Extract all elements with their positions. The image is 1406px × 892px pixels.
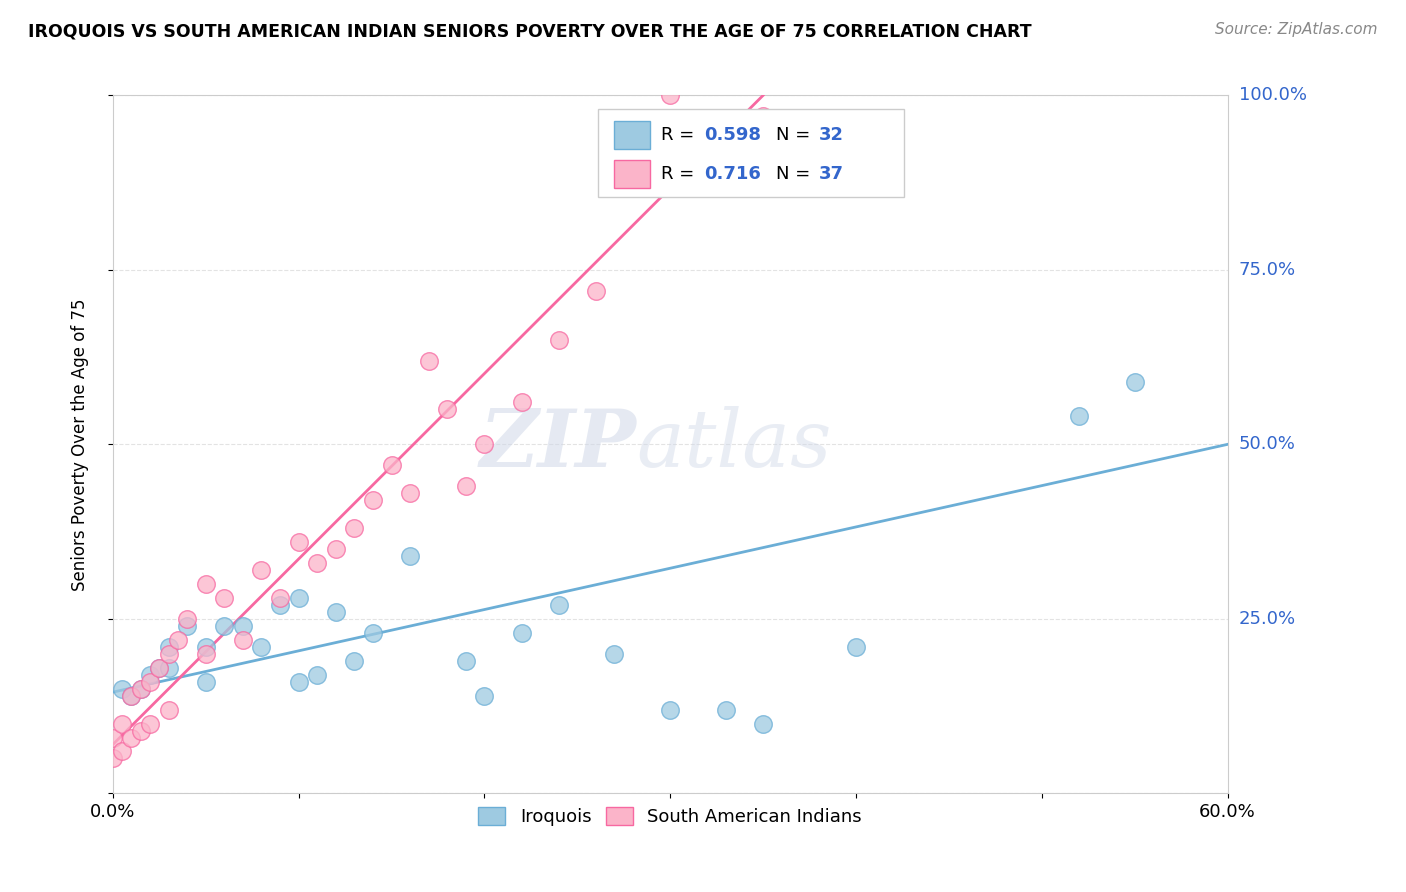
Point <box>148 661 170 675</box>
Point <box>752 716 775 731</box>
Point <box>418 353 440 368</box>
Text: 50.0%: 50.0% <box>1239 435 1295 453</box>
Text: R =: R = <box>661 165 700 183</box>
Point <box>287 591 309 605</box>
Text: N =: N = <box>776 127 815 145</box>
Point <box>361 625 384 640</box>
Point <box>176 619 198 633</box>
Point <box>325 542 347 557</box>
Point <box>111 744 134 758</box>
Point <box>343 654 366 668</box>
Point <box>214 619 236 633</box>
Text: ZIP: ZIP <box>479 406 637 483</box>
Text: 75.0%: 75.0% <box>1239 260 1296 279</box>
Point <box>547 333 569 347</box>
Point <box>585 284 607 298</box>
Point <box>120 689 142 703</box>
FancyBboxPatch shape <box>614 160 650 188</box>
Point <box>167 632 190 647</box>
Point <box>325 605 347 619</box>
Point <box>232 619 254 633</box>
Text: R =: R = <box>661 127 700 145</box>
Point <box>307 667 329 681</box>
Point <box>454 654 477 668</box>
Text: 0.716: 0.716 <box>703 165 761 183</box>
Point <box>157 640 180 654</box>
Point <box>139 667 162 681</box>
Point <box>157 647 180 661</box>
Point <box>101 731 124 745</box>
FancyBboxPatch shape <box>614 121 650 149</box>
Text: 100.0%: 100.0% <box>1239 87 1306 104</box>
Point <box>129 681 152 696</box>
Point <box>176 612 198 626</box>
Point <box>194 674 217 689</box>
Text: Source: ZipAtlas.com: Source: ZipAtlas.com <box>1215 22 1378 37</box>
Point <box>120 731 142 745</box>
Point <box>361 493 384 508</box>
Point <box>101 751 124 765</box>
Point <box>307 556 329 570</box>
Text: atlas: atlas <box>637 406 832 483</box>
Text: N =: N = <box>776 165 815 183</box>
Point <box>1067 409 1090 424</box>
Point <box>214 591 236 605</box>
Point <box>194 577 217 591</box>
Point <box>269 598 291 612</box>
Point <box>474 689 496 703</box>
Point <box>399 486 422 500</box>
Point <box>659 703 682 717</box>
Point <box>714 703 737 717</box>
Point <box>111 681 134 696</box>
Text: 0.598: 0.598 <box>703 127 761 145</box>
Point <box>547 598 569 612</box>
Text: 37: 37 <box>818 165 844 183</box>
Point <box>250 640 273 654</box>
Point <box>1123 375 1146 389</box>
Point <box>436 402 458 417</box>
Point <box>659 88 682 103</box>
Legend: Iroquois, South American Indians: Iroquois, South American Indians <box>471 799 869 833</box>
Point <box>194 647 217 661</box>
Y-axis label: Seniors Poverty Over the Age of 75: Seniors Poverty Over the Age of 75 <box>72 298 89 591</box>
Point <box>287 535 309 549</box>
Point <box>380 458 402 473</box>
Point <box>603 647 626 661</box>
Point <box>287 674 309 689</box>
Point <box>120 689 142 703</box>
Point <box>845 640 868 654</box>
Point <box>157 661 180 675</box>
Point <box>343 521 366 535</box>
Text: IROQUOIS VS SOUTH AMERICAN INDIAN SENIORS POVERTY OVER THE AGE OF 75 CORRELATION: IROQUOIS VS SOUTH AMERICAN INDIAN SENIOR… <box>28 22 1032 40</box>
Point <box>148 661 170 675</box>
Point <box>474 437 496 451</box>
Point <box>139 716 162 731</box>
Point <box>510 395 533 409</box>
Point <box>399 549 422 563</box>
Point <box>269 591 291 605</box>
FancyBboxPatch shape <box>598 110 904 196</box>
Text: 25.0%: 25.0% <box>1239 610 1296 628</box>
Point <box>129 723 152 738</box>
Point <box>232 632 254 647</box>
Point <box>752 109 775 123</box>
Point <box>139 674 162 689</box>
Point <box>454 479 477 493</box>
Point <box>129 681 152 696</box>
Point <box>157 703 180 717</box>
Point <box>510 625 533 640</box>
Text: 32: 32 <box>818 127 844 145</box>
Point <box>194 640 217 654</box>
Point <box>111 716 134 731</box>
Point <box>250 563 273 577</box>
